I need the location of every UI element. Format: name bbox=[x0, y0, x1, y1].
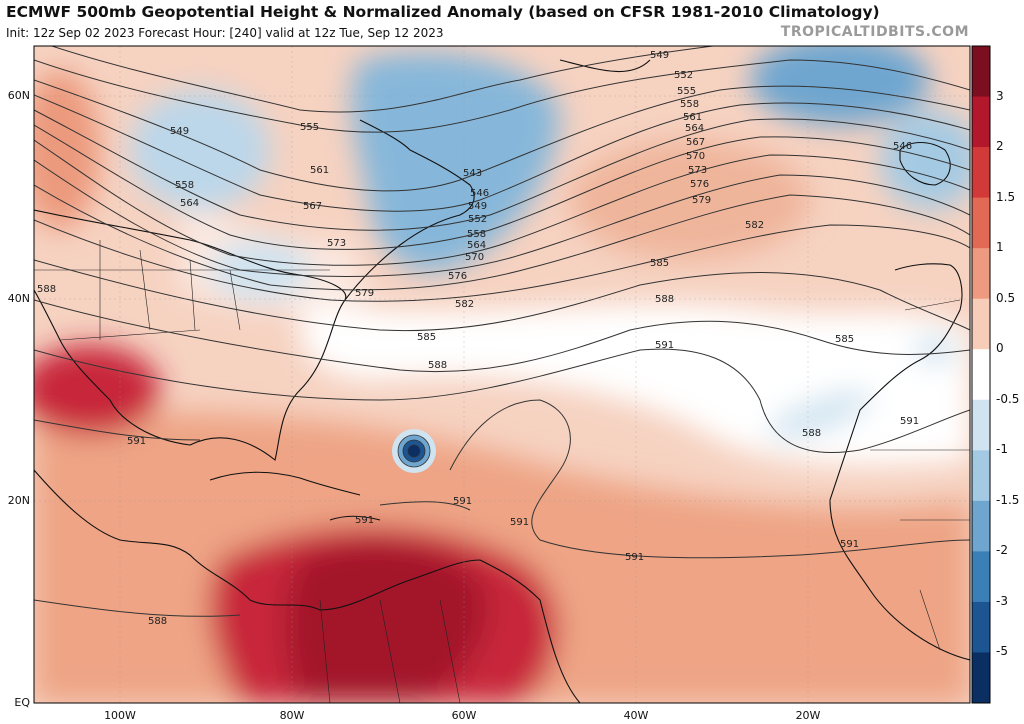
contour-label: 564 bbox=[685, 123, 704, 134]
contour-label: 591 bbox=[900, 416, 919, 427]
colorbar-tick-label: -5 bbox=[996, 644, 1008, 659]
lat-label-60n: 60N bbox=[7, 89, 30, 102]
contour-label: 591 bbox=[453, 496, 472, 507]
colorbar-tick-label: 1 bbox=[996, 240, 1004, 255]
contour-label: 588 bbox=[148, 616, 167, 627]
contour-label: 573 bbox=[688, 165, 707, 176]
contour-label: 549 bbox=[468, 201, 487, 212]
contour-label: 558 bbox=[680, 99, 699, 110]
contour-labels: 5495525555585615645675705735765795825855… bbox=[37, 50, 919, 627]
contour-label: 570 bbox=[465, 252, 484, 263]
borders bbox=[34, 240, 970, 703]
colorbar-swatch bbox=[972, 96, 990, 148]
lat-label-20n: 20N bbox=[7, 494, 30, 507]
colorbar-swatch bbox=[972, 652, 990, 704]
contour-label: 549 bbox=[170, 126, 189, 137]
lat-label-eq: EQ bbox=[14, 696, 30, 709]
contour-label: 585 bbox=[650, 258, 669, 269]
colorbar-tick-label: -1.5 bbox=[996, 492, 1020, 507]
contour-label: 561 bbox=[310, 165, 329, 176]
contour-label: 579 bbox=[355, 288, 374, 299]
map-subtitle: Init: 12z Sep 02 2023 Forecast Hour: [24… bbox=[6, 26, 444, 40]
contour-label: 555 bbox=[300, 122, 319, 133]
colorbar-frame bbox=[971, 45, 991, 704]
coastlines bbox=[34, 59, 970, 703]
colorbar-tick-label: 0 bbox=[996, 341, 1004, 356]
colorbar-swatch bbox=[972, 46, 990, 98]
lon-label-40w: 40W bbox=[623, 709, 649, 722]
contour-label: 591 bbox=[355, 515, 374, 526]
contour-label: 558 bbox=[175, 180, 194, 191]
contour-label: 591 bbox=[510, 517, 529, 528]
colorbar-tick-label: -1 bbox=[996, 442, 1008, 457]
contour-label: 555 bbox=[677, 86, 696, 97]
colorbar-tick-label: -2 bbox=[996, 543, 1008, 558]
contour-label: 567 bbox=[303, 201, 322, 212]
contour-label: 582 bbox=[455, 299, 474, 310]
colorbar-tick-label: -3 bbox=[996, 593, 1008, 608]
colorbar-swatch bbox=[972, 197, 990, 249]
colorbar-swatch bbox=[972, 601, 990, 653]
contour-label: 588 bbox=[655, 294, 674, 305]
lat-label-40n: 40N bbox=[7, 292, 30, 305]
colorbar-tick-label: 3 bbox=[996, 88, 1004, 103]
contour-label: 549 bbox=[650, 50, 669, 61]
contour-label: 585 bbox=[835, 334, 854, 345]
contour-label: 591 bbox=[655, 340, 674, 351]
contour-label: 558 bbox=[467, 229, 486, 240]
contour-label: 591 bbox=[625, 552, 644, 563]
contour-label: 561 bbox=[683, 112, 702, 123]
contour-label: 588 bbox=[428, 360, 447, 371]
colorbar-swatch bbox=[972, 450, 990, 502]
plot-frame bbox=[33, 45, 971, 704]
colorbar-swatch bbox=[972, 147, 990, 199]
contour-label: 582 bbox=[745, 220, 764, 231]
contour-label: 591 bbox=[840, 539, 859, 550]
contour-label: 588 bbox=[802, 428, 821, 439]
contour-label: 573 bbox=[327, 238, 346, 249]
contour-label: 591 bbox=[127, 436, 146, 447]
grid-lines bbox=[34, 46, 970, 703]
contour-label: 576 bbox=[448, 271, 467, 282]
contour-label: 564 bbox=[180, 198, 199, 209]
colorbar-tick-label: 2 bbox=[996, 139, 1004, 154]
lon-label-80w: 80W bbox=[279, 709, 305, 722]
contour-label: 546 bbox=[470, 188, 489, 199]
colorbar bbox=[971, 45, 991, 704]
height-contours bbox=[34, 46, 970, 617]
lon-label-100w: 100W bbox=[104, 709, 136, 722]
lon-label-20w: 20W bbox=[795, 709, 821, 722]
contour-label: 564 bbox=[467, 240, 486, 251]
contour-label: 552 bbox=[468, 214, 487, 225]
contour-label: 579 bbox=[692, 195, 711, 206]
colorbar-tick-label: -0.5 bbox=[996, 391, 1020, 406]
hurricane-low bbox=[392, 429, 436, 473]
contour-label: 567 bbox=[686, 137, 705, 148]
map-title: ECMWF 500mb Geopotential Height & Normal… bbox=[6, 3, 880, 21]
colorbar-swatch bbox=[972, 349, 990, 401]
colorbar-swatch bbox=[972, 248, 990, 300]
colorbar-swatch bbox=[972, 500, 990, 552]
colorbar-swatch bbox=[972, 298, 990, 350]
contour-label: 585 bbox=[417, 332, 436, 343]
contour-label: 552 bbox=[674, 70, 693, 81]
contour-label: 543 bbox=[463, 168, 482, 179]
contour-label: 570 bbox=[686, 151, 705, 162]
site-credit: TROPICALTIDBITS.COM bbox=[780, 24, 969, 40]
contour-label: 588 bbox=[37, 284, 56, 295]
colorbar-swatch bbox=[972, 399, 990, 451]
colorbar-tick-label: 1.5 bbox=[996, 189, 1016, 204]
colorbar-tick-label: 0.5 bbox=[996, 290, 1016, 305]
colorbar-swatch bbox=[972, 551, 990, 603]
contour-label: 546 bbox=[893, 141, 912, 152]
lon-label-60w: 60W bbox=[451, 709, 477, 722]
contour-label: 576 bbox=[690, 179, 709, 190]
